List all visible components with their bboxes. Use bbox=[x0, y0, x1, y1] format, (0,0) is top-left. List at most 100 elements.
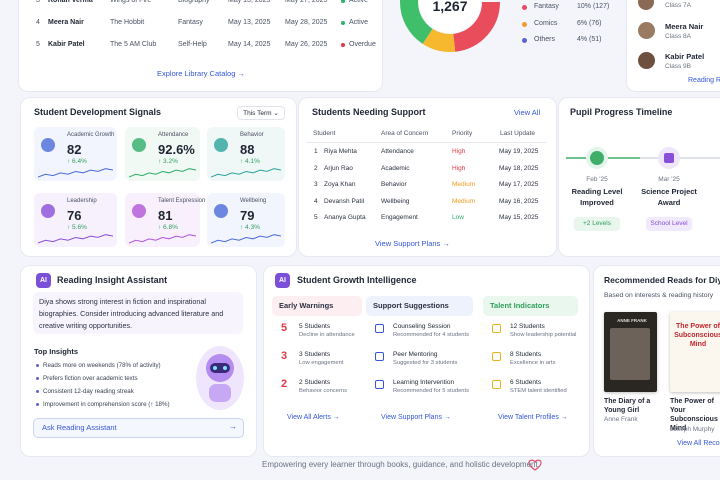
status: Active bbox=[349, 19, 369, 26]
dropdown[interactable]: This Term ⌄ bbox=[237, 106, 285, 120]
avatar bbox=[638, 22, 655, 39]
link[interactable]: Explore Library Catalog → bbox=[157, 69, 245, 78]
book-author: Joseph Murphy bbox=[670, 426, 715, 433]
cell: 4 bbox=[314, 197, 318, 205]
tile-label: Wellbeing bbox=[240, 198, 267, 204]
tile-value: 81 bbox=[158, 208, 173, 223]
cell: Engagement bbox=[381, 214, 418, 221]
item-icon bbox=[492, 324, 501, 333]
button[interactable] bbox=[33, 418, 244, 438]
cell: Zoya Khan bbox=[324, 181, 356, 188]
tile-change: ↑ 6.4% bbox=[67, 158, 87, 165]
link[interactable]: View All Alerts → bbox=[287, 414, 340, 421]
donut-hole bbox=[419, 0, 481, 33]
column-header: Student bbox=[313, 130, 336, 137]
tile-change: ↑ 6.8% bbox=[158, 224, 178, 231]
heart-icon bbox=[528, 459, 542, 471]
item-label: 6 Students bbox=[510, 379, 542, 386]
cover-text: The Power of Subconscious Mind bbox=[674, 323, 720, 348]
card-title: Student Growth Intelligence bbox=[297, 275, 417, 285]
bullet bbox=[36, 364, 39, 367]
bullet bbox=[36, 390, 39, 393]
event-title: Reading Level Improved bbox=[571, 187, 623, 207]
link[interactable]: View Support Plans → bbox=[375, 239, 450, 248]
item-label: 5 Students bbox=[299, 323, 331, 330]
legend-value: 4% (51) bbox=[577, 36, 602, 43]
tile-icon bbox=[214, 138, 228, 152]
tile-change: ↑ 3.2% bbox=[158, 158, 178, 165]
link[interactable]: View Support Plans → bbox=[381, 414, 451, 421]
link[interactable]: View All bbox=[514, 108, 541, 117]
event-date: Feb '25 bbox=[586, 176, 608, 183]
cell: 3 bbox=[36, 0, 40, 4]
card-title: Student Development Signals bbox=[34, 107, 162, 117]
cell: Academic bbox=[381, 164, 410, 172]
event-title: Science Project Award bbox=[641, 187, 697, 207]
tile-icon bbox=[132, 138, 146, 152]
cell: May 17, 2025 bbox=[499, 181, 539, 188]
cell: Wings of Fire bbox=[110, 0, 152, 4]
sparkline bbox=[129, 168, 196, 178]
book-title: The Diary of a Young Girl bbox=[604, 398, 651, 414]
class: Class 7A bbox=[665, 2, 692, 9]
column-head-bg bbox=[272, 296, 362, 316]
event-date: Mar '25 bbox=[658, 176, 680, 183]
summary: Diya shows strong interest in fiction an… bbox=[39, 297, 224, 330]
cell: 2 bbox=[314, 164, 318, 172]
insight: Improvement in comprehension score (↑ 18… bbox=[43, 401, 170, 408]
divider bbox=[306, 142, 546, 143]
sparkline bbox=[211, 168, 281, 178]
cell: Meera Nair bbox=[48, 19, 84, 26]
link[interactable]: View All Recommendations bbox=[677, 440, 720, 447]
button-label[interactable]: Ask Reading Assistant bbox=[42, 423, 117, 432]
cell: May 13, 2025 bbox=[228, 19, 271, 26]
cell: The Hobbit bbox=[110, 19, 145, 26]
item-label: 2 Students bbox=[299, 379, 331, 386]
cell: Kabir Patel bbox=[48, 41, 85, 48]
ai-badge: AI bbox=[36, 273, 51, 288]
cell: Self-Help bbox=[178, 41, 207, 48]
item-icon bbox=[375, 352, 384, 361]
tile-value: 79 bbox=[240, 208, 255, 223]
column-title: Early Warnings bbox=[279, 301, 334, 310]
count: 5 bbox=[281, 322, 288, 334]
tile-label: Leadership bbox=[67, 198, 97, 204]
link[interactable]: Reading Reports bbox=[688, 77, 720, 84]
cell: Behavior bbox=[381, 181, 407, 188]
tile-label: Talent Expression bbox=[158, 198, 206, 204]
cell: May 13, 2025 bbox=[228, 0, 271, 4]
insight: Consistent 12-day reading streak bbox=[43, 388, 134, 395]
cover-photo bbox=[610, 328, 650, 380]
timeline-node bbox=[590, 151, 604, 165]
legend-dot bbox=[522, 21, 527, 27]
cover-text: ANNE FRANK bbox=[617, 318, 647, 323]
cell: May 27, 2025 bbox=[285, 0, 328, 4]
robot bbox=[196, 346, 244, 410]
cell: The 5 AM Club bbox=[110, 41, 157, 48]
donut-arc bbox=[400, 0, 500, 52]
cell: May 15, 2025 bbox=[499, 214, 539, 221]
tile-icon bbox=[214, 204, 228, 218]
insight: Reads more on weekends (78% of activity) bbox=[43, 362, 161, 369]
link[interactable]: View Talent Profiles → bbox=[498, 414, 568, 421]
cell: 5 bbox=[36, 41, 40, 48]
column-title: Support Suggestions bbox=[373, 301, 449, 310]
button-arrow[interactable]: → bbox=[229, 422, 237, 431]
column-header: Area of Concern bbox=[381, 130, 429, 137]
item-icon bbox=[492, 380, 501, 389]
cell: Devansh Patil bbox=[324, 197, 365, 205]
timeline-icon bbox=[664, 153, 674, 163]
summary-bg bbox=[33, 292, 243, 334]
students-card bbox=[626, 0, 720, 92]
item-label: Counseling Session bbox=[393, 323, 451, 330]
tile-value: 76 bbox=[67, 208, 82, 223]
sparkline bbox=[38, 168, 113, 178]
column-head-bg bbox=[483, 296, 578, 316]
cell: May 19, 2025 bbox=[499, 148, 539, 155]
cell: Ananya Gupta bbox=[324, 214, 366, 221]
priority: Low bbox=[452, 214, 464, 221]
book-title: The Power of Your Subconscious Mind bbox=[670, 398, 718, 432]
cell: 5 bbox=[314, 214, 318, 221]
tile-change: ↑ 4.3% bbox=[240, 224, 260, 231]
